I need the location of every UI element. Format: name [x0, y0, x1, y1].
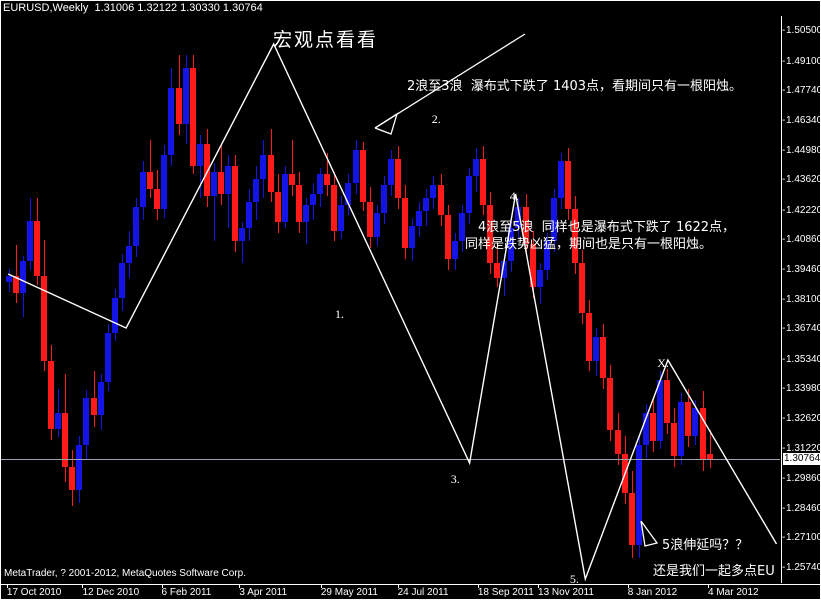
price-tick-label: -1.25740 [782, 561, 820, 573]
price-tick-label: -1.38100 [782, 293, 820, 305]
date-tick-label: 24 Jul 2011 [397, 587, 449, 598]
date-tick-label: 18 Sep 2011 [477, 587, 534, 598]
annotation-note-3-line-2: 还是我们一起多点EU [653, 564, 775, 579]
date-tick-mark [82, 585, 84, 588]
price-axis[interactable]: -1.50500 -1.49100 -1.47740 -1.46340 -1.44980… [781, 16, 820, 583]
date-tick-mark [6, 585, 8, 588]
chart-plot-area[interactable]: 1. 2. 3. 4. 5. X. 宏观点看看 2浪至3浪 瀑布式下跌了 1403点，看期… [1, 16, 780, 583]
date-tick-label: 29 May 2011 [320, 587, 378, 598]
date-tick-mark [627, 585, 629, 588]
date-tick-label: 3 Apr 2011 [239, 587, 288, 598]
current-price-label: 1.30764 [783, 452, 820, 465]
date-tick-label: 12 Dec 2010 [82, 587, 140, 598]
price-tick-label: -1.36740 [782, 323, 820, 335]
annotation-note-1: 2浪至3浪 瀑布式下跌了 1403点，看期间只有一根阳烛。 [407, 79, 743, 94]
current-price-line [1, 459, 780, 460]
date-tick-label: 4 Mar 2012 [708, 587, 759, 598]
date-tick-mark [708, 585, 709, 588]
date-tick-mark [397, 585, 399, 588]
date-tick-label: 8 Jan 2012 [627, 587, 678, 598]
price-tick-label: -1.39460 [782, 264, 820, 276]
annotation-note-2-line-1: 4浪至5浪 同样也是瀑布式下跌了 1622点， [478, 220, 736, 235]
annotation-note-2-line-2: 同样是跌势凶猛，期间也是只有一根阳烛。 [465, 237, 713, 252]
wave-label-3: 3. [450, 472, 460, 486]
date-axis[interactable]: 17 Oct 2010 12 Dec 2010 6 Feb 2011 3 Apr 20… [1, 584, 820, 599]
date-tick-mark [161, 585, 163, 588]
price-tick-label: -1.43620 [782, 174, 820, 186]
page-title: 宏观点看看 [273, 29, 379, 51]
price-tick-label: -1.40860 [782, 234, 820, 246]
wave-label-1: 1. [335, 307, 345, 321]
wave-label-5: 5. [569, 572, 579, 583]
date-tick-label: 17 Oct 2010 [6, 587, 62, 598]
annotation-note-3-line-1: 5浪伸延吗？？ [662, 538, 749, 553]
price-tick-label: -1.49100 [782, 55, 820, 67]
price-tick-label: -1.33980 [782, 383, 820, 395]
date-tick-label: 13 Nov 2011 [538, 587, 594, 598]
date-tick-mark [538, 585, 540, 588]
copyright-footer: MetaTrader, ? 2001-2012, MetaQuotes Soft… [4, 568, 246, 579]
wave-label-2: 2. [431, 112, 441, 126]
price-tick-label: -1.47740 [782, 84, 820, 96]
price-tick-label: -1.46340 [782, 115, 820, 127]
price-tick-label: -1.35340 [782, 353, 820, 365]
price-tick-label: -1.29860 [782, 472, 820, 484]
date-tick-mark [239, 585, 241, 588]
price-tick-label: -1.27100 [782, 532, 820, 544]
wave-label-4: 4. [509, 189, 519, 203]
symbol-header: EURUSD,Weekly 1.31006 1.32122 1.30330 1.… [3, 2, 263, 14]
price-tick-label: -1.31220 [782, 443, 820, 455]
date-tick-label: 6 Feb 2011 [161, 587, 212, 598]
price-tick-label: -1.32620 [782, 412, 820, 424]
price-tick-label: -1.28460 [782, 502, 820, 514]
price-tick-label: -1.42220 [782, 204, 820, 216]
date-tick-mark [477, 585, 479, 588]
wave-label-X: X. [657, 356, 669, 370]
price-tick-label: -1.50500 [782, 25, 820, 37]
date-tick-mark [320, 585, 322, 588]
price-tick-label: -1.44980 [782, 144, 820, 156]
